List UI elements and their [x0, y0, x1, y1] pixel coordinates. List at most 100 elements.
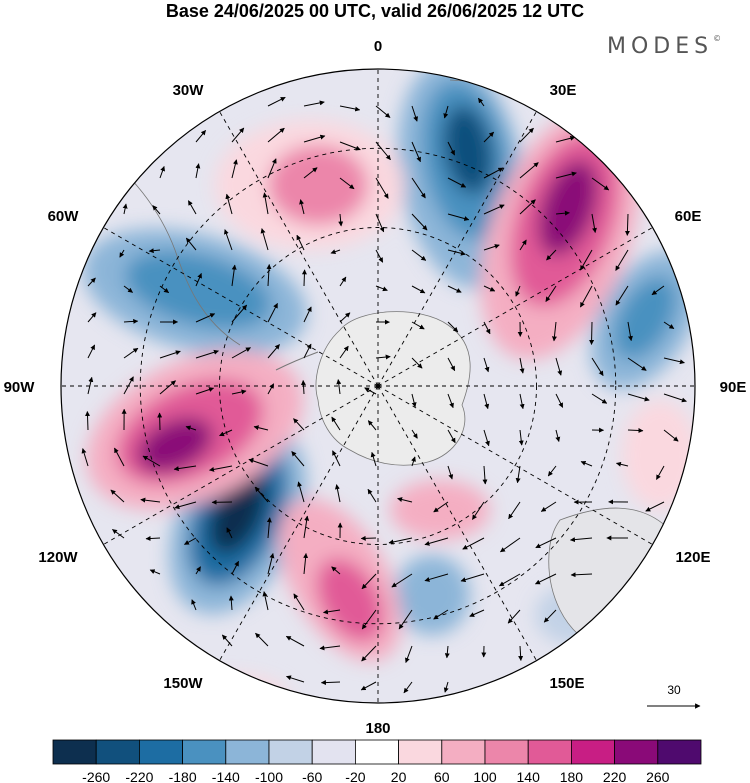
wind-arrow: [545, 285, 557, 302]
anomaly-pos-west-core: [137, 417, 213, 473]
wind-arrow: [228, 595, 234, 611]
colorbar-swatch: [138, 739, 183, 765]
wind-arrow: [515, 465, 521, 484]
wind-arrow: [361, 645, 377, 662]
wind-arrow: [411, 429, 418, 439]
colorbar-ticks: -260 -220 -180 -140 -100 -60 -20 20 60 100 140 180 2…: [82, 769, 670, 783]
wind-arrow: [339, 141, 361, 151]
wind-arrow: [555, 429, 561, 442]
colorbar-tick-label: 60: [434, 769, 450, 783]
wind-arrow: [447, 249, 466, 256]
wind-arrow: [195, 566, 201, 575]
colorbar-swatch: [268, 739, 313, 765]
label-lon-90w: 90W: [4, 379, 36, 396]
wind-arrow: [291, 451, 305, 467]
wind-arrow: [663, 357, 685, 365]
wind-arrow: [483, 429, 490, 447]
wind-arrow: [87, 312, 97, 323]
wind-arrow: [361, 573, 377, 590]
wind-arrow: [231, 159, 238, 179]
wind-arrow: [591, 213, 597, 234]
wind-arrow: [260, 228, 269, 251]
anomaly-pos-east: [622, 400, 695, 510]
meridian-line: [103, 227, 379, 387]
wind-arrow: [231, 127, 245, 143]
wind-arrow: [469, 609, 485, 617]
wind-arrow: [184, 537, 197, 545]
wind-arrow: [411, 357, 423, 369]
colorbar-tick-label: -220: [125, 769, 153, 783]
wind-arrow: [145, 536, 161, 542]
colorbar-swatch: [225, 739, 270, 765]
wind-arrow: [320, 680, 341, 686]
wind-arrow: [498, 573, 521, 587]
wind-arrow: [447, 141, 456, 156]
wind-arrow: [411, 105, 418, 122]
wind-arrow: [266, 263, 272, 287]
anomaly-pos-north-west-core: [268, 145, 368, 225]
wind-arrow: [303, 515, 310, 539]
wind-arrow: [231, 560, 240, 575]
wind-arrow: [87, 376, 94, 395]
wind-arrow: [627, 428, 644, 434]
wind-arrow: [223, 229, 233, 251]
wind-arrow: [110, 489, 125, 503]
colorbar-swatch: [354, 739, 399, 765]
wind-arrow: [483, 393, 490, 410]
wind-arrow: [293, 418, 305, 431]
colorbar-tick-label: 140: [517, 769, 541, 783]
wind-arrow: [627, 321, 633, 342]
wind-arrow: [405, 645, 413, 664]
wind-arrow: [519, 127, 534, 143]
wind-arrow: [411, 321, 425, 330]
map-disc: [61, 69, 695, 703]
reference-vector: 30: [647, 683, 701, 709]
wind-arrow: [195, 273, 202, 287]
wind-arrow: [483, 204, 505, 215]
wind-arrow: [569, 537, 593, 543]
label-lon-30w: 30W: [173, 82, 205, 99]
wind-arrow: [615, 249, 629, 271]
wind-arrow: [262, 591, 269, 611]
label-lon-180: 180: [365, 720, 390, 737]
label-lon-60w: 60W: [48, 208, 80, 225]
label-lon-90e: 90E: [720, 379, 747, 396]
wind-arrow: [361, 609, 377, 630]
brand-name: MODES: [607, 34, 714, 59]
wind-arrow: [543, 609, 557, 623]
wind-arrow: [462, 537, 485, 550]
wind-arrow: [226, 527, 233, 539]
meridian-line: [219, 385, 379, 661]
wind-arrow: [433, 501, 449, 513]
wind-arrow: [447, 465, 454, 480]
latitude-circle: [219, 227, 537, 545]
colorbar-tick-label: -180: [169, 769, 197, 783]
wind-arrow: [367, 420, 377, 431]
wind-arrow: [483, 167, 504, 179]
colorbar-tick-label: -20: [345, 769, 365, 783]
wind-arrow: [411, 285, 426, 294]
wind-arrow: [81, 448, 89, 467]
wind-arrow: [375, 105, 391, 118]
wind-arrow: [518, 645, 524, 661]
wind-arrow: [195, 313, 216, 323]
wind-arrow: [375, 213, 385, 233]
wind-arrow: [460, 573, 485, 583]
wind-arrow: [122, 203, 128, 215]
colorbar-swatch: [95, 739, 140, 765]
label-lon-150w: 150W: [163, 675, 203, 692]
wind-arrow: [555, 171, 577, 179]
wind-arrow: [391, 573, 413, 588]
wind-arrow: [663, 393, 687, 403]
wind-arrow: [187, 200, 197, 215]
wind-arrow: [411, 249, 427, 261]
wind-arrow: [334, 484, 341, 503]
wind-arrow: [338, 213, 344, 227]
wind-arrow: [471, 501, 485, 520]
wind-arrow: [447, 321, 459, 333]
wind-arrow: [173, 465, 197, 472]
wind-arrow: [231, 347, 251, 359]
label-lon-0: 0: [374, 38, 382, 55]
wind-arrow: [267, 158, 277, 179]
colorbar-tick-label: 20: [391, 769, 407, 783]
